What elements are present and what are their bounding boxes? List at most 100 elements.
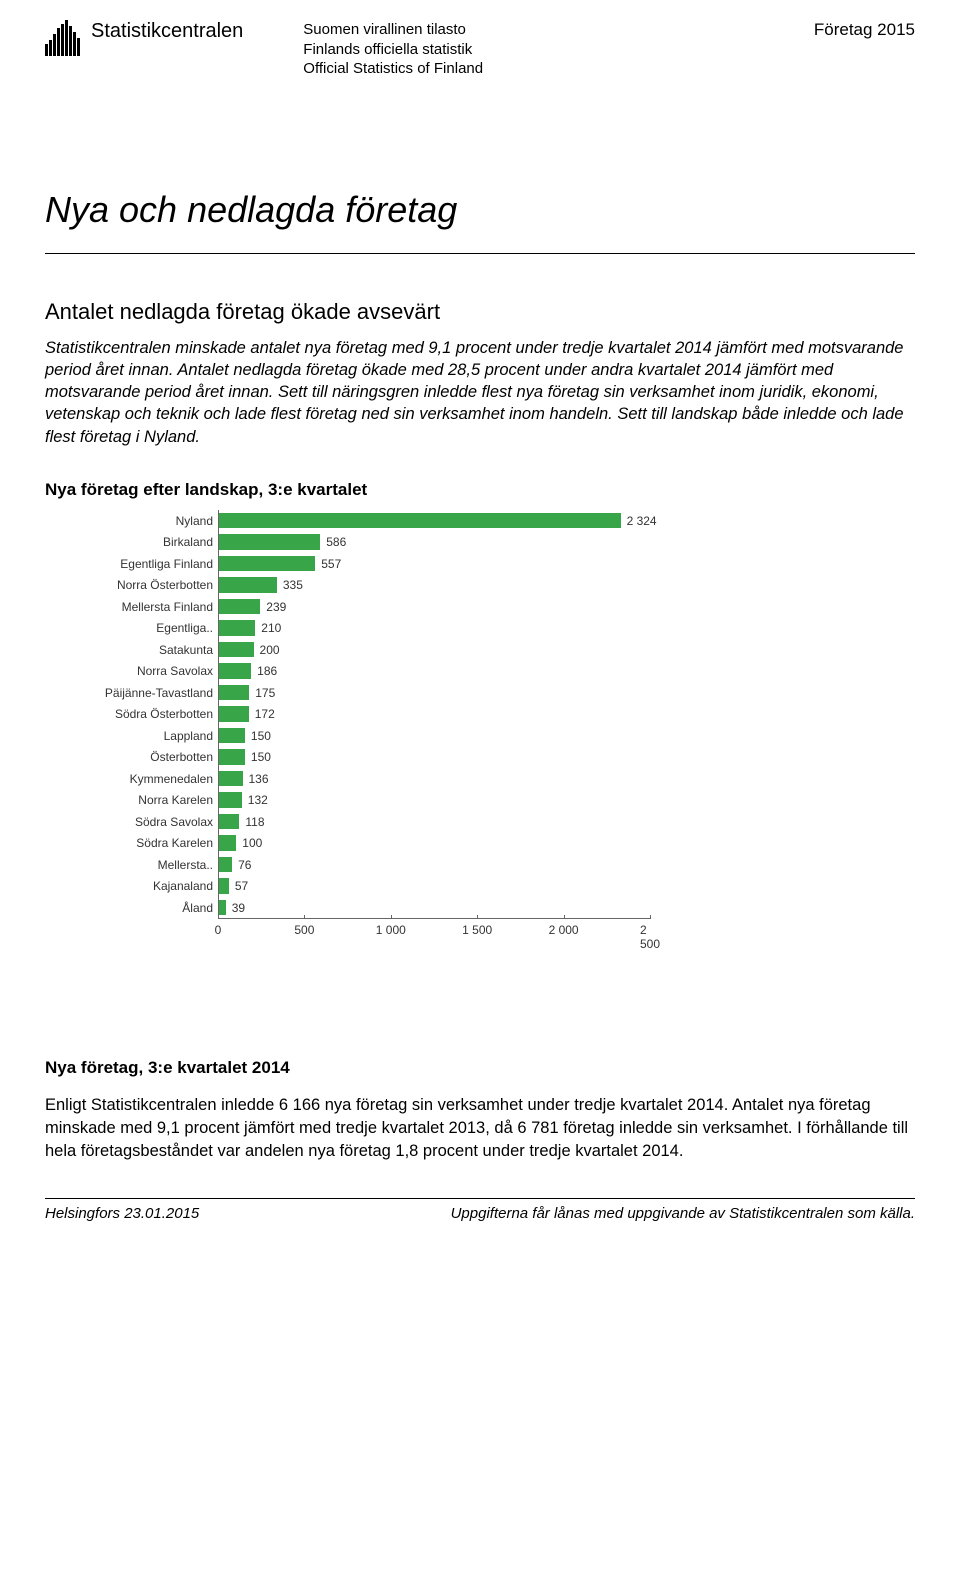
chart-bar-value: 76 <box>238 858 251 872</box>
chart-bar <box>219 706 249 722</box>
chart-bar-value: 150 <box>251 729 271 743</box>
chart-container: Nyland 2 324 Birkaland 586 Egentliga Finland… <box>90 510 915 939</box>
chart-bar-value: 100 <box>242 836 262 850</box>
page-footer: Helsingfors 23.01.2015 Uppgifterna får l… <box>45 1205 915 1222</box>
chart-category-label: Norra Österbotten <box>90 578 218 592</box>
chart-bar <box>219 878 229 894</box>
chart-row: Norra Savolax 186 <box>90 660 915 682</box>
chart-plot-cell: 210 <box>218 617 915 639</box>
header-line-2: Finlands officiella statistik <box>303 40 814 60</box>
chart-x-tick: 0 <box>215 923 222 937</box>
chart-row: Mellersta.. 76 <box>90 854 915 876</box>
chart-category-label: Egentliga.. <box>90 621 218 635</box>
chart-bar-value: 57 <box>235 879 248 893</box>
chart-category-label: Österbotten <box>90 750 218 764</box>
chart-row: Österbotten 150 <box>90 746 915 768</box>
chart-category-label: Södra Karelen <box>90 836 218 850</box>
chart-plot-cell: 57 <box>218 875 915 897</box>
chart-bar <box>219 685 249 701</box>
chart-plot-cell: 76 <box>218 854 915 876</box>
chart-bar-value: 200 <box>260 643 280 657</box>
statistics-logo-icon <box>45 20 81 56</box>
chart-row: Nyland 2 324 <box>90 510 915 532</box>
chart-category-label: Nyland <box>90 514 218 528</box>
chart-plot-cell: 335 <box>218 574 915 596</box>
chart-plot-cell: 39 <box>218 897 915 919</box>
chart-category-label: Egentliga Finland <box>90 557 218 571</box>
chart-bar-value: 586 <box>326 535 346 549</box>
chart-bar <box>219 620 255 636</box>
chart-bar <box>219 835 236 851</box>
chart-plot-cell: 150 <box>218 746 915 768</box>
chart-category-label: Norra Savolax <box>90 664 218 678</box>
chart-category-label: Mellersta Finland <box>90 600 218 614</box>
chart-plot-cell: 150 <box>218 725 915 747</box>
chart-category-label: Mellersta.. <box>90 858 218 872</box>
chart-plot-cell: 186 <box>218 660 915 682</box>
chart-plot-cell: 586 <box>218 531 915 553</box>
chart-row: Päijänne-Tavastland 175 <box>90 682 915 704</box>
title-divider <box>45 253 915 254</box>
chart-bar-value: 150 <box>251 750 271 764</box>
chart-x-tick: 500 <box>294 923 314 937</box>
chart-category-label: Birkaland <box>90 535 218 549</box>
chart-bar <box>219 814 239 830</box>
bar-chart: Nyland 2 324 Birkaland 586 Egentliga Finland… <box>90 510 915 939</box>
chart-plot-cell: 172 <box>218 703 915 725</box>
chart-bar <box>219 728 245 744</box>
chart-title: Nya företag efter landskap, 3:e kvartale… <box>45 480 915 500</box>
chart-row: Södra Savolax 118 <box>90 811 915 833</box>
header-category: Företag 2015 <box>814 20 915 40</box>
chart-plot-cell: 136 <box>218 768 915 790</box>
chart-row: Kymmenedalen 136 <box>90 768 915 790</box>
page-header: Statistikcentralen Suomen virallinen til… <box>45 20 915 79</box>
footer-left: Helsingfors 23.01.2015 <box>45 1205 199 1222</box>
chart-bar-value: 136 <box>249 772 269 786</box>
chart-plot-cell: 175 <box>218 682 915 704</box>
chart-bar <box>219 857 232 873</box>
chart-bar <box>219 599 260 615</box>
chart-bar <box>219 900 226 916</box>
chart-bar-value: 39 <box>232 901 245 915</box>
chart-row: Norra Österbotten335 <box>90 574 915 596</box>
subtitle: Antalet nedlagda företag ökade avsevärt <box>45 299 915 325</box>
section-heading: Nya företag, 3:e kvartalet 2014 <box>45 1058 915 1078</box>
header-left: Statistikcentralen <box>45 20 243 56</box>
chart-bar-value: 210 <box>261 621 281 635</box>
chart-bar-value: 175 <box>255 686 275 700</box>
chart-plot-cell: 200 <box>218 639 915 661</box>
chart-bar-value: 132 <box>248 793 268 807</box>
footer-right: Uppgifterna får lånas med uppgivande av … <box>451 1205 915 1222</box>
header-center: Suomen virallinen tilasto Finlands offic… <box>303 20 814 79</box>
chart-plot-cell: 557 <box>218 553 915 575</box>
header-line-3: Official Statistics of Finland <box>303 59 814 79</box>
chart-category-label: Kymmenedalen <box>90 772 218 786</box>
chart-category-label: Södra Savolax <box>90 815 218 829</box>
chart-row: Södra Karelen 100 <box>90 832 915 854</box>
chart-bar-value: 2 324 <box>627 514 657 528</box>
logo-text: Statistikcentralen <box>91 20 243 43</box>
chart-bar-value: 239 <box>266 600 286 614</box>
chart-category-label: Satakunta <box>90 643 218 657</box>
chart-bar-value: 118 <box>245 815 264 829</box>
chart-plot-cell: 2 324 <box>218 510 915 532</box>
chart-category-label: Lappland <box>90 729 218 743</box>
chart-bar-value: 557 <box>321 557 341 571</box>
chart-bar <box>219 556 315 572</box>
chart-category-label: Päijänne-Tavastland <box>90 686 218 700</box>
chart-category-label: Åland <box>90 901 218 915</box>
chart-bar <box>219 513 621 529</box>
footer-divider <box>45 1198 915 1199</box>
chart-bar-value: 186 <box>257 664 277 678</box>
chart-row: Satakunta 200 <box>90 639 915 661</box>
chart-row: Åland 39 <box>90 897 915 919</box>
chart-plot-cell: 239 <box>218 596 915 618</box>
chart-x-tick: 2 000 <box>549 923 579 937</box>
chart-row: Birkaland 586 <box>90 531 915 553</box>
chart-bar <box>219 534 320 550</box>
chart-x-tick: 1 500 <box>462 923 492 937</box>
chart-bar <box>219 749 245 765</box>
chart-plot-cell: 100 <box>218 832 915 854</box>
chart-bar <box>219 663 251 679</box>
chart-row: Mellersta Finland 239 <box>90 596 915 618</box>
